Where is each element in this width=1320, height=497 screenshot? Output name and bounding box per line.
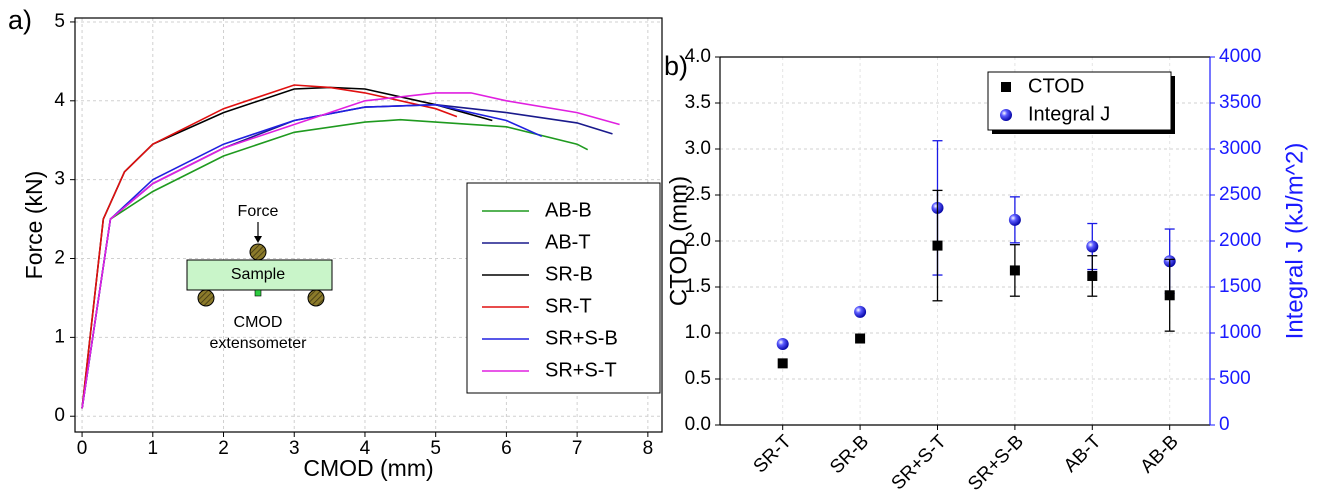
x-tick-label: AB-T	[1060, 431, 1106, 477]
legend-label: SR+S-B	[545, 327, 618, 349]
series-line	[81, 103, 543, 409]
y2-tick-label: 2000	[1219, 230, 1261, 251]
legend-label: AB-B	[545, 199, 592, 221]
series-line	[81, 118, 589, 409]
y-tick-label: 1	[54, 326, 65, 347]
y-tick-label: 1.5	[685, 276, 711, 297]
y2-tick-label: 2500	[1219, 184, 1261, 205]
y2-tick-label: 0	[1219, 414, 1230, 435]
y2-axis-title: Integral J (kJ/m^2)	[1281, 143, 1308, 340]
point	[932, 240, 943, 251]
point	[776, 338, 789, 351]
y2-tick-label: 500	[1219, 368, 1251, 389]
x-tick-label: SR-B	[826, 431, 873, 478]
annotation: CMOD	[234, 314, 283, 331]
legend-label: SR-T	[545, 295, 592, 317]
point	[855, 333, 866, 344]
y-axis-title: CTOD (mm)	[665, 176, 692, 306]
legend-box	[466, 182, 661, 394]
point	[854, 305, 867, 318]
x-tick-label: SR+S-B	[964, 431, 1028, 495]
legend-label: CTOD	[1028, 75, 1084, 97]
roller	[197, 289, 215, 307]
y-tick-label: 4	[54, 90, 65, 111]
panel-label: b)	[664, 51, 688, 81]
x-tick-label: 0	[77, 438, 88, 459]
annotation: Sample	[231, 266, 285, 283]
legend-swatch	[1000, 109, 1012, 121]
x-tick-label: 8	[643, 438, 654, 459]
panel-label: a)	[8, 5, 32, 35]
legend-box	[987, 71, 1172, 131]
y2-tick-label: 1000	[1219, 322, 1261, 343]
y-tick-label: 0.0	[685, 414, 711, 435]
y-tick-label: 2	[54, 248, 65, 269]
y-tick-label: 2.5	[685, 184, 711, 205]
y-axis-title: Force (kN)	[21, 171, 47, 280]
x-tick-label: SR-T	[750, 431, 796, 477]
legend-label: SR+S-T	[545, 359, 617, 381]
y2-tick-label: 3500	[1219, 92, 1261, 113]
y-tick-label: 0.5	[685, 368, 711, 389]
series-line	[81, 86, 493, 409]
legend-label: SR-B	[545, 263, 593, 285]
x-tick-label: 4	[360, 438, 371, 459]
y-tick-label: 3.5	[685, 92, 711, 113]
roller	[249, 243, 267, 261]
legend-label: AB-T	[545, 231, 591, 253]
point	[777, 358, 788, 369]
point	[1164, 290, 1175, 301]
x-tick-label: 3	[289, 438, 300, 459]
y-tick-label: 3	[54, 169, 65, 190]
annotation: extensometer	[210, 335, 308, 352]
x-tick-label: SR+S-T	[888, 431, 951, 494]
point	[1086, 240, 1099, 253]
y-tick-label: 5	[54, 11, 65, 32]
y-tick-label: 0	[54, 405, 65, 426]
plot-frame	[74, 17, 663, 433]
x-axis-title: CMOD (mm)	[303, 455, 433, 481]
point	[1008, 213, 1021, 226]
x-tick-label: AB-B	[1137, 431, 1183, 477]
y2-tick-label: 4000	[1219, 46, 1261, 67]
x-tick-label: 1	[148, 438, 159, 459]
series-line	[81, 84, 458, 409]
legend: CTOD Integral J	[987, 71, 1175, 134]
x-tick-label: 2	[218, 438, 229, 459]
legend: AB-B AB-T SR-B SR-T SR+S-B SR+S-T	[466, 182, 661, 394]
annotation: Force	[238, 203, 279, 220]
x-tick-label: 6	[501, 438, 512, 459]
x-tick-label: 7	[572, 438, 583, 459]
extensometer	[254, 289, 262, 297]
y-tick-label: 2.0	[685, 230, 711, 251]
x-tick-label: 5	[430, 438, 441, 459]
inset-diagram: Force Sample CMOD extensometer	[186, 203, 333, 352]
point	[1087, 270, 1098, 281]
y-tick-label: 1.0	[685, 322, 711, 343]
arrow-head	[254, 236, 262, 243]
y2-tick-label: 3000	[1219, 138, 1261, 159]
legend-label: Integral J	[1028, 103, 1110, 125]
sample-block	[186, 259, 333, 291]
series-line	[81, 92, 620, 409]
legend-swatch	[1001, 82, 1011, 92]
point	[1009, 265, 1020, 276]
y-tick-label: 3.0	[685, 138, 711, 159]
y-tick-label: 4.0	[685, 46, 711, 67]
roller	[307, 289, 325, 307]
y2-tick-label: 1500	[1219, 276, 1261, 297]
